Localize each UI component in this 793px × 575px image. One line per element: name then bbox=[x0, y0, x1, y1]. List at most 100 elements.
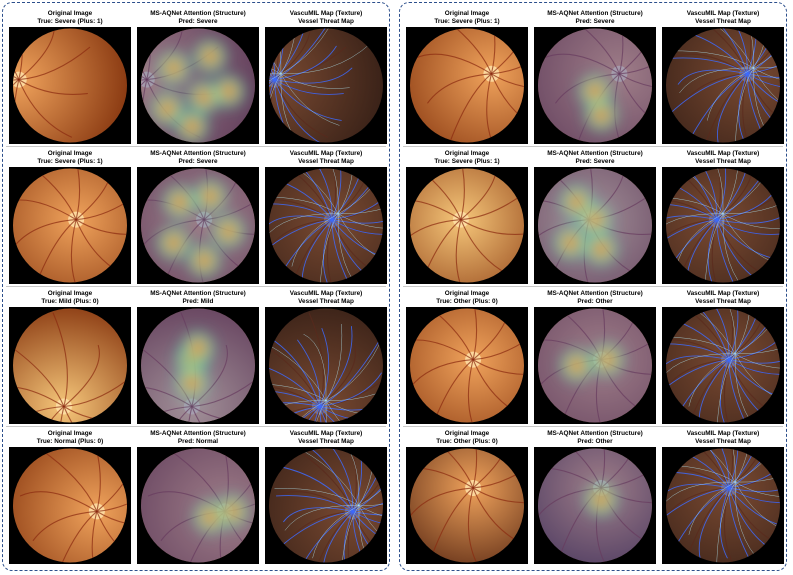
attention-title: MS-AQNet Attention (Structure) bbox=[547, 430, 643, 437]
original-cell: Original Image True: Normal (Plus: 0) bbox=[9, 427, 131, 567]
attention-subtitle: Pred: Severe bbox=[178, 158, 218, 165]
vessel-subtitle: Vessel Threat Map bbox=[298, 298, 354, 305]
vessel-title: VascuMIL Map (Texture) bbox=[289, 290, 363, 297]
attention-title: MS-AQNet Attention (Structure) bbox=[547, 150, 643, 157]
attention-subtitle: Pred: Severe bbox=[575, 158, 615, 165]
attention-heatmap bbox=[137, 27, 259, 144]
figure-row: Original Image True: Severe (Plus: 1) MS-A… bbox=[3, 7, 388, 147]
attention-cell: MS-AQNet Attention (Structure) Pred: Seve… bbox=[534, 147, 656, 287]
figure-row: Original Image True: Other (Plus: 0) MS-AQ… bbox=[400, 427, 785, 567]
attention-caption: MS-AQNet Attention (Structure) Pred: Seve… bbox=[528, 150, 662, 166]
vessel-subtitle: Vessel Threat Map bbox=[298, 158, 354, 165]
attention-caption: MS-AQNet Attention (Structure) Pred: Norm… bbox=[131, 430, 265, 446]
original-caption: Original Image True: Mild (Plus: 0) bbox=[3, 290, 137, 306]
attention-subtitle: Pred: Other bbox=[577, 298, 613, 305]
original-caption: Original Image True: Severe (Plus: 1) bbox=[3, 150, 137, 166]
attention-subtitle: Pred: Severe bbox=[575, 18, 615, 25]
attention-subtitle: Pred: Normal bbox=[177, 438, 219, 445]
attention-caption: MS-AQNet Attention (Structure) Pred: Othe… bbox=[528, 290, 662, 306]
figure-row: Original Image True: Normal (Plus: 0) MS-A… bbox=[3, 427, 388, 567]
vessel-title: VascuMIL Map (Texture) bbox=[686, 150, 760, 157]
vessel-subtitle: Vessel Threat Map bbox=[695, 438, 751, 445]
vessel-subtitle: Vessel Threat Map bbox=[695, 298, 751, 305]
vessel-caption: VascuMIL Map (Texture) Vessel Threat Map bbox=[259, 10, 393, 26]
fundus-image bbox=[406, 447, 528, 564]
fundus-image bbox=[406, 307, 528, 424]
fundus-image bbox=[9, 447, 131, 564]
original-title: Original Image bbox=[444, 10, 490, 17]
vessel-title: VascuMIL Map (Texture) bbox=[686, 430, 760, 437]
row-divider bbox=[6, 286, 386, 287]
vessel-threat-map bbox=[662, 27, 784, 144]
original-caption: Original Image True: Severe (Plus: 1) bbox=[3, 10, 137, 26]
figure-row: Original Image True: Mild (Plus: 0) MS-AQN… bbox=[3, 287, 388, 427]
original-cell: Original Image True: Other (Plus: 0) bbox=[406, 427, 528, 567]
vessel-cell: VascuMIL Map (Texture) Vessel Threat Map bbox=[265, 427, 387, 567]
vessel-cell: VascuMIL Map (Texture) Vessel Threat Map bbox=[265, 287, 387, 427]
vessel-threat-map bbox=[265, 307, 387, 424]
attention-cell: MS-AQNet Attention (Structure) Pred: Othe… bbox=[534, 427, 656, 567]
vessel-caption: VascuMIL Map (Texture) Vessel Threat Map bbox=[259, 150, 393, 166]
attention-title: MS-AQNet Attention (Structure) bbox=[150, 150, 246, 157]
attention-cell: MS-AQNet Attention (Structure) Pred: Norm… bbox=[137, 427, 259, 567]
attention-heatmap bbox=[534, 447, 656, 564]
vessel-caption: VascuMIL Map (Texture) Vessel Threat Map bbox=[656, 10, 790, 26]
fundus-image bbox=[406, 167, 528, 284]
vessel-caption: VascuMIL Map (Texture) Vessel Threat Map bbox=[656, 290, 790, 306]
attention-subtitle: Pred: Mild bbox=[182, 298, 214, 305]
vessel-caption: VascuMIL Map (Texture) Vessel Threat Map bbox=[259, 290, 393, 306]
vessel-caption: VascuMIL Map (Texture) Vessel Threat Map bbox=[259, 430, 393, 446]
original-subtitle: True: Severe (Plus: 1) bbox=[37, 158, 103, 165]
original-subtitle: True: Other (Plus: 0) bbox=[436, 438, 498, 445]
attention-title: MS-AQNet Attention (Structure) bbox=[547, 290, 643, 297]
original-subtitle: True: Severe (Plus: 1) bbox=[37, 18, 103, 25]
attention-caption: MS-AQNet Attention (Structure) Pred: Seve… bbox=[131, 150, 265, 166]
attention-title: MS-AQNet Attention (Structure) bbox=[547, 10, 643, 17]
vessel-cell: VascuMIL Map (Texture) Vessel Threat Map bbox=[265, 147, 387, 287]
attention-title: MS-AQNet Attention (Structure) bbox=[150, 290, 246, 297]
original-title: Original Image bbox=[444, 430, 490, 437]
original-title: Original Image bbox=[47, 10, 93, 17]
vessel-title: VascuMIL Map (Texture) bbox=[289, 430, 363, 437]
original-subtitle: True: Normal (Plus: 0) bbox=[36, 438, 104, 445]
fundus-image bbox=[406, 27, 528, 144]
vessel-subtitle: Vessel Threat Map bbox=[695, 18, 751, 25]
vessel-threat-map bbox=[265, 27, 387, 144]
original-title: Original Image bbox=[47, 430, 93, 437]
vessel-threat-map bbox=[662, 167, 784, 284]
row-divider bbox=[403, 426, 783, 427]
fundus-image bbox=[9, 27, 131, 144]
attention-title: MS-AQNet Attention (Structure) bbox=[150, 10, 246, 17]
row-divider bbox=[6, 146, 386, 147]
vessel-caption: VascuMIL Map (Texture) Vessel Threat Map bbox=[656, 430, 790, 446]
attention-cell: MS-AQNet Attention (Structure) Pred: Mild bbox=[137, 287, 259, 427]
vessel-subtitle: Vessel Threat Map bbox=[695, 158, 751, 165]
original-title: Original Image bbox=[47, 290, 93, 297]
vessel-cell: VascuMIL Map (Texture) Vessel Threat Map bbox=[265, 7, 387, 147]
vessel-title: VascuMIL Map (Texture) bbox=[289, 150, 363, 157]
left-panel: Original Image True: Severe (Plus: 1) MS-A… bbox=[2, 2, 390, 571]
original-cell: Original Image True: Mild (Plus: 0) bbox=[9, 287, 131, 427]
original-caption: Original Image True: Severe (Plus: 1) bbox=[400, 10, 534, 26]
fundus-image bbox=[9, 307, 131, 424]
vessel-cell: VascuMIL Map (Texture) Vessel Threat Map bbox=[662, 7, 784, 147]
original-caption: Original Image True: Severe (Plus: 1) bbox=[400, 150, 534, 166]
figure-row: Original Image True: Severe (Plus: 1) MS-A… bbox=[400, 7, 785, 147]
attention-cell: MS-AQNet Attention (Structure) Pred: Seve… bbox=[137, 147, 259, 287]
attention-caption: MS-AQNet Attention (Structure) Pred: Seve… bbox=[528, 10, 662, 26]
vessel-cell: VascuMIL Map (Texture) Vessel Threat Map bbox=[662, 147, 784, 287]
attention-heatmap bbox=[137, 447, 259, 564]
vessel-title: VascuMIL Map (Texture) bbox=[686, 10, 760, 17]
vessel-cell: VascuMIL Map (Texture) Vessel Threat Map bbox=[662, 427, 784, 567]
attention-cell: MS-AQNet Attention (Structure) Pred: Othe… bbox=[534, 287, 656, 427]
attention-heatmap bbox=[137, 307, 259, 424]
vessel-caption: VascuMIL Map (Texture) Vessel Threat Map bbox=[656, 150, 790, 166]
vessel-threat-map bbox=[265, 167, 387, 284]
attention-cell: MS-AQNet Attention (Structure) Pred: Seve… bbox=[137, 7, 259, 147]
vessel-title: VascuMIL Map (Texture) bbox=[289, 10, 363, 17]
right-panel: Original Image True: Severe (Plus: 1) MS-A… bbox=[399, 2, 787, 571]
attention-title: MS-AQNet Attention (Structure) bbox=[150, 430, 246, 437]
attention-heatmap bbox=[534, 307, 656, 424]
figure-row: Original Image True: Other (Plus: 0) MS-AQ… bbox=[400, 287, 785, 427]
figure-row: Original Image True: Severe (Plus: 1) MS-A… bbox=[400, 147, 785, 287]
